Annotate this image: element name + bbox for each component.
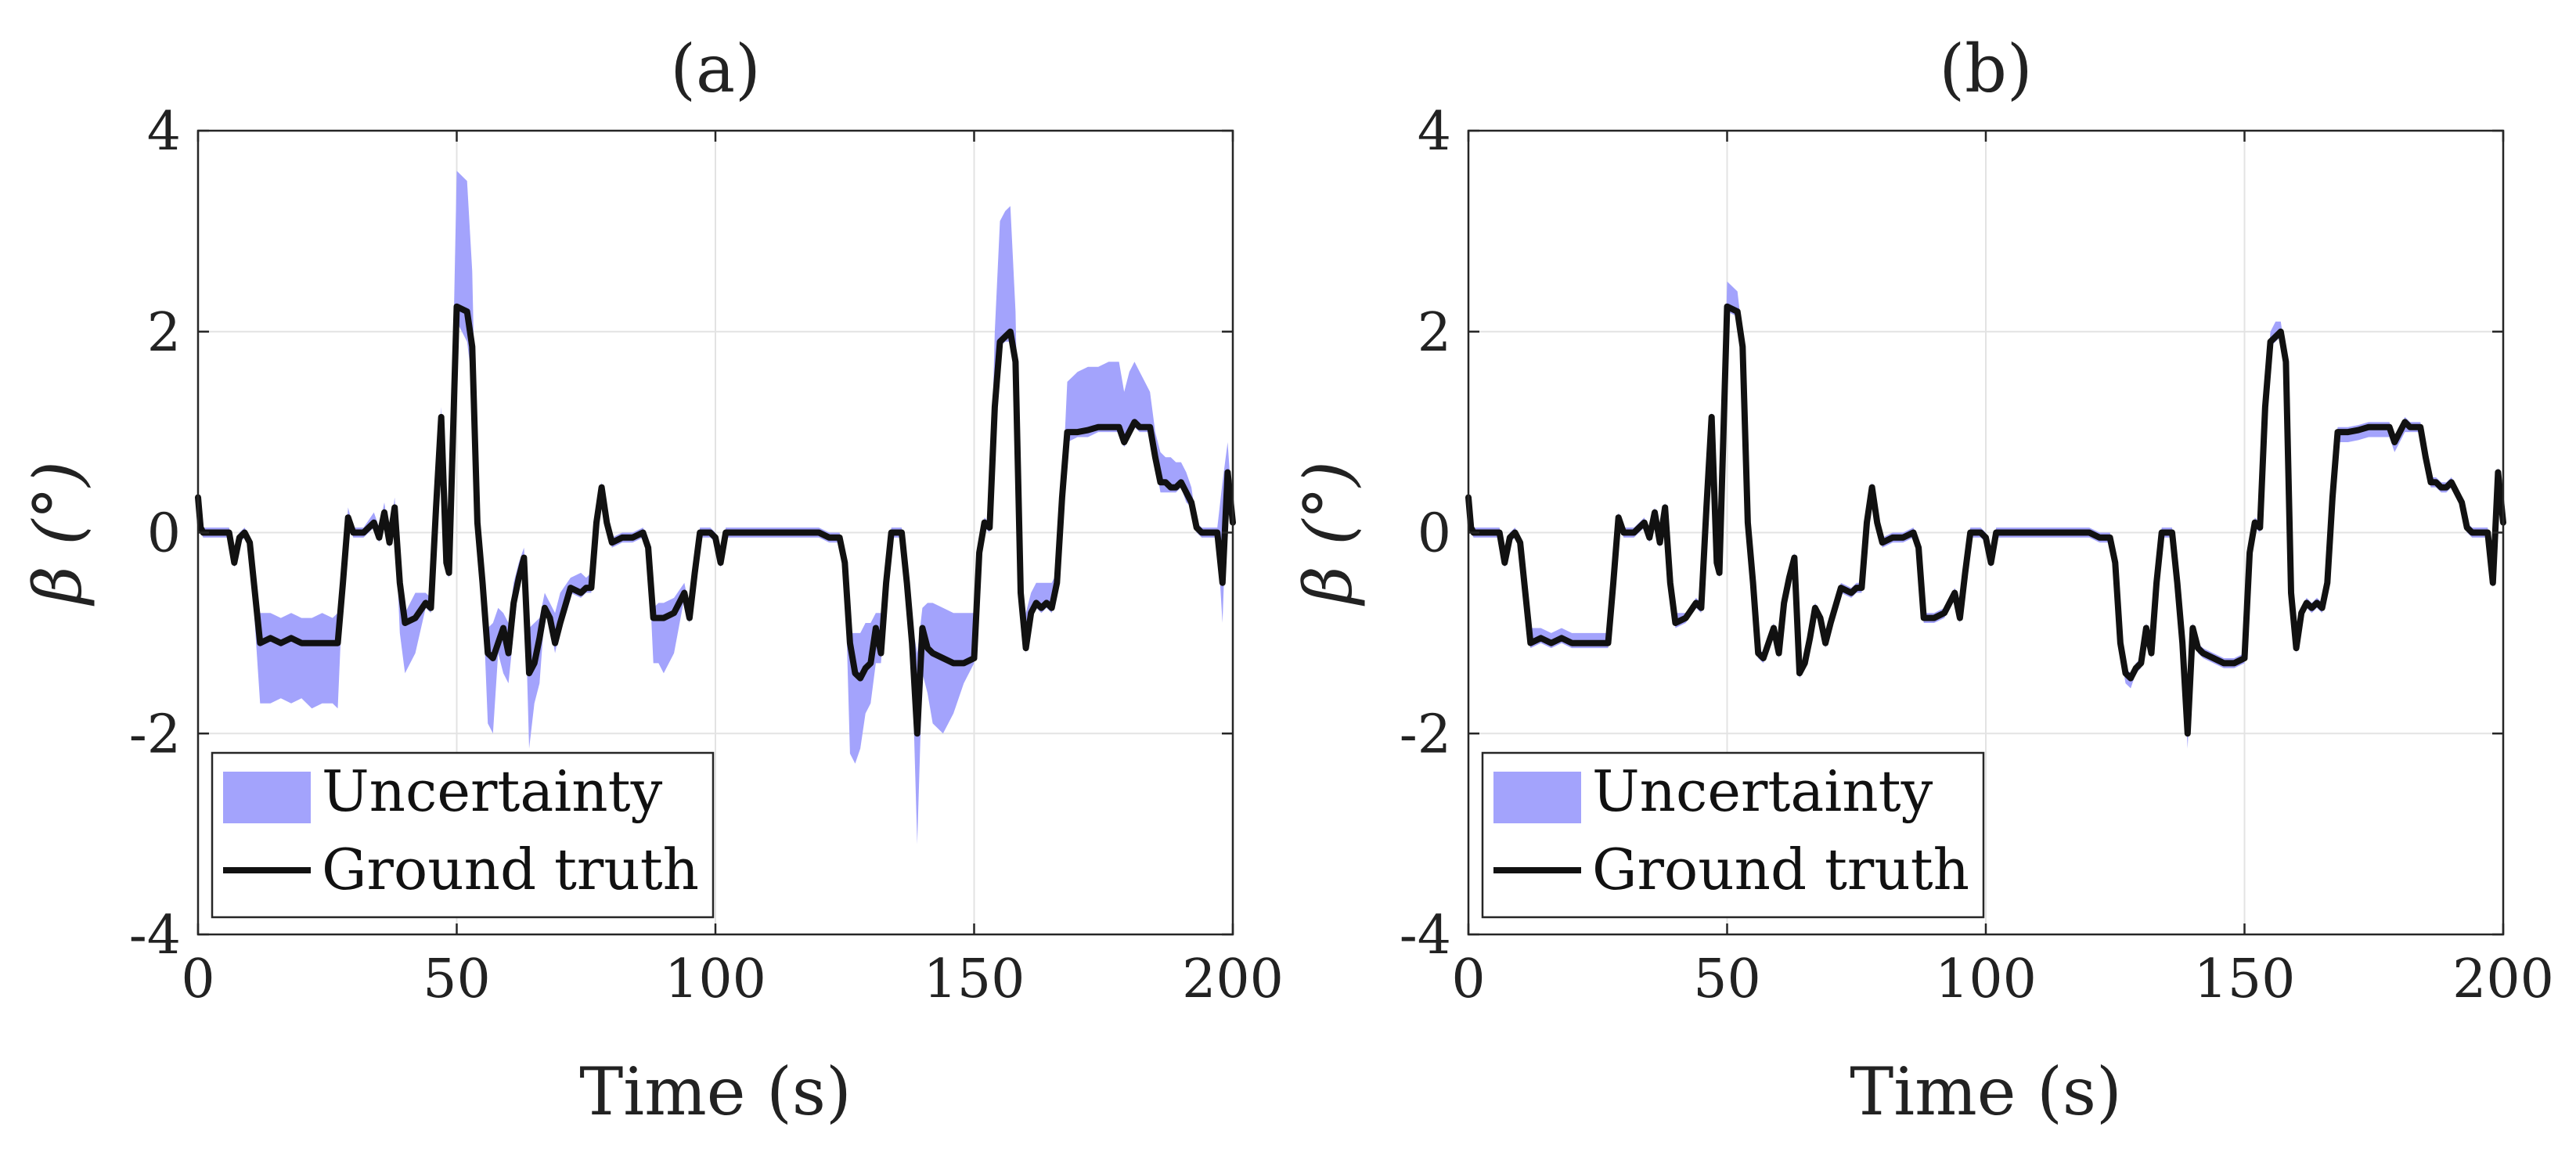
y-tick-label: 4 <box>147 101 181 163</box>
y-axis-label: β (°) <box>1290 461 1367 607</box>
x-tick-label: 150 <box>2194 949 2296 1010</box>
legend-swatch-uncertainty <box>1493 772 1581 823</box>
chart-title: (b) <box>1939 31 2032 107</box>
legend: Uncertainty Ground truth <box>1481 751 1985 919</box>
legend-label-uncertainty: Uncertainty <box>322 758 663 824</box>
y-tick-label: 0 <box>1418 503 1451 565</box>
chart-panel-b: 0 50 100 150 200 -4 -2 0 2 4 (b) Time (s) β (°) Uncer… <box>1290 31 2554 1130</box>
x-tick-label: 50 <box>1693 949 1761 1010</box>
y-tick-label: -4 <box>1400 905 1451 967</box>
legend-label-ground-truth: Ground truth <box>322 837 699 902</box>
y-tick-label: 2 <box>147 302 181 364</box>
x-tick-label: 150 <box>924 949 1025 1010</box>
x-tick-label: 200 <box>1182 949 1284 1010</box>
y-tick-label: -4 <box>129 905 181 967</box>
y-axis-label: β (°) <box>20 461 96 607</box>
chart-panel-a: 0 50 100 150 200 -4 -2 0 2 4 (a) Time (s) β (°) Uncer… <box>20 31 1284 1130</box>
ground-truth-line <box>195 303 1236 737</box>
y-tick-label: 0 <box>147 503 181 565</box>
x-tick-label: 100 <box>665 949 766 1010</box>
x-tick-label: 0 <box>1451 949 1485 1010</box>
x-tick-label: 50 <box>423 949 491 1010</box>
chart-title: (a) <box>670 31 761 107</box>
legend-swatch-uncertainty <box>223 772 311 823</box>
legend: Uncertainty Ground truth <box>211 751 715 919</box>
ground-truth-line <box>1465 303 2506 737</box>
x-tick-label: 100 <box>1935 949 2037 1010</box>
y-tick-label: 2 <box>1418 302 1451 364</box>
x-tick-label: 200 <box>2452 949 2554 1010</box>
y-tick-label: -2 <box>1400 704 1451 765</box>
legend-label-ground-truth: Ground truth <box>1592 837 1969 902</box>
x-tick-label: 0 <box>181 949 214 1010</box>
legend-label-uncertainty: Uncertainty <box>1592 758 1933 824</box>
y-tick-label: 4 <box>1418 101 1451 163</box>
y-tick-label: -2 <box>129 704 181 765</box>
x-axis-label: Time (s) <box>579 1053 852 1130</box>
x-axis-label: Time (s) <box>1850 1053 2122 1130</box>
